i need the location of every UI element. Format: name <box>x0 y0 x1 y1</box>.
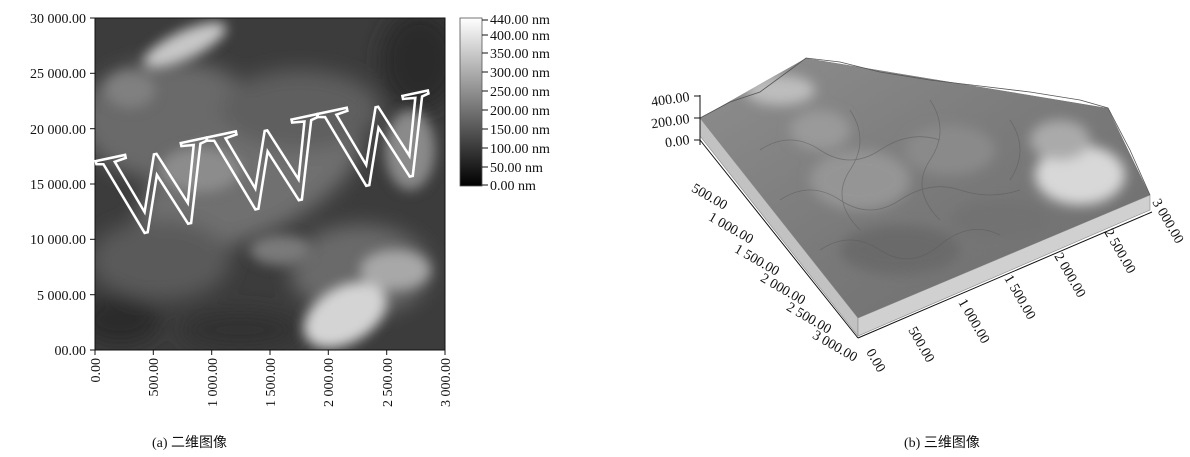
left-axis-tick-label: 2 500.00 <box>784 300 834 337</box>
front-axis-tick-label: 0.00 <box>863 347 888 376</box>
colorbar-tick-label: 50.00 nm <box>490 161 543 176</box>
colorbar-tick-label: 350.00 nm <box>490 47 550 62</box>
y-tick-label: 20 000.00 <box>30 123 86 138</box>
y-axis: 30 000.00 25 000.00 20 000.00 15 000.00 … <box>30 12 95 359</box>
colorbar-tick-label: 0.00 nm <box>490 179 536 194</box>
y-tick-label: 25 000.00 <box>30 67 86 82</box>
front-axis-tick-label: 2 500.00 <box>1101 227 1138 277</box>
colorbar-tick-label: 250.00 nm <box>490 85 550 100</box>
front-axis-tick-label: 1 000.00 <box>955 297 992 347</box>
z-axis: 400.00 200.00 0.00 <box>650 90 701 151</box>
colorbar: 440.00 nm 400.00 nm 350.00 nm 300.00 nm … <box>459 13 550 194</box>
y-tick-label: 10 000.00 <box>30 233 86 248</box>
x-tick-label: 3 000.00 <box>439 358 454 407</box>
front-axis-tick-label: 1 500.00 <box>1001 273 1038 323</box>
afm-3d-surface <box>700 58 1150 318</box>
colorbar-tick-label: 300.00 nm <box>490 66 550 81</box>
front-axis-tick-label: 2 000.00 <box>1051 251 1088 301</box>
left-axis-tick-label: 1 000.00 <box>706 210 756 247</box>
colorbar-tick-label: 100.00 nm <box>490 142 550 157</box>
x-tick-label: 500.00 <box>147 358 162 397</box>
left-axis-tick-label: 1 500.00 <box>732 242 782 279</box>
colorbar-tick-label: 400.00 nm <box>490 29 550 44</box>
x-tick-label: 1 000.00 <box>206 358 221 407</box>
colorbar-tick-label: 150.00 nm <box>490 123 550 138</box>
front-axis-tick-label: 3 000.00 <box>1149 197 1186 247</box>
z-tick-label: 0.00 <box>664 133 690 151</box>
x-axis: 0.00 500.00 1 000.00 1 500.00 2 000.00 2… <box>89 350 454 407</box>
left-axis-tick-label: 2 000.00 <box>758 271 808 308</box>
y-tick-label: 30 000.00 <box>30 12 86 27</box>
x-tick-label: 2 000.00 <box>322 358 337 407</box>
colorbar-tick-label: 200.00 nm <box>490 104 550 119</box>
z-tick-label: 200.00 <box>650 112 690 132</box>
x-tick-label: 1 500.00 <box>264 358 279 407</box>
x-tick-label: 2 500.00 <box>381 358 396 407</box>
z-tick-label: 400.00 <box>650 90 690 110</box>
panel-b: 400.00 200.00 0.00 500.00 1 000.00 1 500… <box>650 57 1186 376</box>
left-axis-tick-label: 3 000.00 <box>810 328 860 365</box>
caption-b: (b) 三维图像 <box>904 436 980 451</box>
front-axis-tick-label: 500.00 <box>905 325 937 366</box>
colorbar-tick-label: 440.00 nm <box>490 13 550 28</box>
x-tick-label: 0.00 <box>89 358 104 383</box>
left-axis-tick-label: 500.00 <box>689 181 730 213</box>
y-tick-label: 00.00 <box>55 344 87 359</box>
y-tick-label: 15 000.00 <box>30 178 86 193</box>
y-tick-label: 5 000.00 <box>37 289 86 304</box>
afm-2d-image <box>95 18 445 350</box>
panel-a: 30 000.00 25 000.00 20 000.00 15 000.00 … <box>30 12 550 407</box>
caption-a: (a) 二维图像 <box>152 436 228 451</box>
